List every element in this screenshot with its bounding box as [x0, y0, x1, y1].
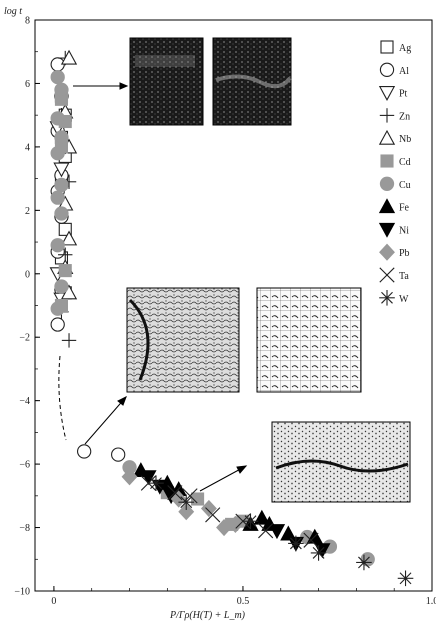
- micrograph-inset-middle-left: [126, 287, 240, 393]
- data-point-ta: [303, 532, 319, 548]
- legend-label-nb: Nb: [399, 134, 411, 145]
- arrow-head-bottom: [236, 465, 248, 474]
- y-tick-label: 0: [25, 269, 30, 280]
- x-tick-label: 1.0: [426, 596, 436, 607]
- legend-label-pt: Pt: [399, 89, 408, 100]
- data-point-ni: [268, 524, 286, 540]
- x-axis-ticks: 0 0.5 1.0: [51, 586, 436, 607]
- data-point-cu: [50, 238, 65, 253]
- data-point-cu: [54, 130, 69, 145]
- data-point-pb: [121, 468, 138, 486]
- data-point-nb: [60, 230, 78, 246]
- legend-label-al: Al: [399, 66, 409, 77]
- legend-label-ag: Ag: [399, 43, 411, 54]
- legend-marker-nb: [378, 129, 396, 145]
- data-point-pb: [178, 503, 195, 521]
- data-point-cu: [54, 177, 69, 193]
- y-tick-label: −4: [19, 396, 30, 407]
- x-tick-label: 0.5: [237, 596, 250, 607]
- y-tick-label: −8: [19, 523, 30, 534]
- legend-marker-fe: [378, 198, 396, 214]
- data-point-al: [77, 444, 92, 459]
- y-tick-label: −10: [14, 587, 30, 598]
- inset-arrows: [73, 82, 248, 492]
- y-axis-label: log t: [4, 6, 22, 17]
- y-tick-label: 2: [25, 206, 30, 217]
- data-point-cu: [50, 111, 65, 126]
- data-points: [49, 49, 414, 587]
- data-point-ta: [167, 485, 183, 501]
- data-point-w: [148, 475, 164, 491]
- legend-marker-pb: [379, 243, 395, 261]
- data-point-cu: [54, 82, 69, 97]
- data-point-zn: [61, 333, 77, 348]
- data-point-cd: [58, 264, 72, 278]
- arrow-head-top: [119, 82, 129, 90]
- data-point-ta: [258, 523, 274, 539]
- legend-label-zn: Zn: [399, 111, 410, 122]
- y-tick-label: 4: [25, 142, 30, 153]
- legend-marker-w: [379, 290, 395, 306]
- data-point-cu: [50, 69, 65, 85]
- dashed-trend-line: [58, 355, 67, 441]
- data-point-w: [288, 535, 304, 552]
- arrow-to-middle-inset: [84, 396, 127, 445]
- data-point-w: [310, 545, 327, 561]
- arrow-head-middle: [117, 395, 127, 406]
- data-point-cu: [50, 301, 65, 316]
- data-point-cu: [50, 190, 65, 205]
- data-point-cd: [191, 492, 205, 506]
- data-point-pb: [200, 499, 217, 518]
- x-tick-label: 0: [51, 596, 56, 607]
- data-point-cu: [54, 206, 69, 221]
- micrograph-inset-middle-right: [256, 287, 362, 393]
- data-point-cu: [54, 279, 69, 294]
- y-tick-label: −6: [19, 460, 30, 471]
- y-tick-label: 6: [25, 79, 30, 90]
- legend-label-fe: Fe: [399, 203, 410, 214]
- legend-marker-ni: [378, 222, 396, 238]
- y-axis-ticks: 8 6 4 2 0 −2 −4 −6 −8 −10: [14, 16, 40, 598]
- data-point-nb: [60, 49, 78, 65]
- data-point-w: [397, 570, 414, 587]
- legend-label-cd: Cd: [399, 157, 411, 168]
- micrograph-inset-top-right: [212, 37, 292, 126]
- legend-label-w: W: [399, 294, 409, 305]
- data-point-fe: [280, 525, 297, 541]
- legend-label-ni: Ni: [399, 225, 409, 236]
- legend: Ag Al Pt Zn Nb Cd Cu Fe Ni Pb Ta W: [378, 40, 411, 306]
- legend-marker-cu: [379, 176, 395, 191]
- data-point-ni: [140, 470, 157, 486]
- legend-label-cu: Cu: [399, 180, 411, 191]
- legend-marker-ag: [380, 40, 394, 54]
- x-axis-label: P/Γρ(H(T) + L_m): [169, 610, 246, 621]
- y-tick-label: 8: [25, 16, 30, 27]
- data-point-w: [178, 494, 195, 510]
- data-point-cu: [50, 146, 65, 161]
- data-point-pb: [227, 515, 244, 533]
- data-point-pt: [53, 162, 70, 178]
- legend-marker-al: [379, 62, 395, 77]
- legend-marker-pt: [378, 86, 396, 101]
- data-point-ta: [205, 507, 221, 523]
- micrograph-inset-bottom-right: [271, 421, 411, 503]
- data-point-w: [242, 513, 259, 530]
- data-point-pb: [170, 490, 187, 508]
- y-tick-label: −2: [19, 333, 30, 344]
- legend-label-ta: Ta: [399, 271, 409, 282]
- legend-label-pb: Pb: [399, 248, 410, 259]
- data-point-al: [111, 447, 126, 462]
- legend-marker-zn: [379, 108, 395, 123]
- legend-marker-ta: [379, 267, 395, 283]
- data-point-w: [356, 554, 372, 571]
- data-point-al: [50, 317, 65, 332]
- legend-marker-cd: [380, 154, 394, 168]
- micrograph-inset-top-left: [129, 37, 204, 126]
